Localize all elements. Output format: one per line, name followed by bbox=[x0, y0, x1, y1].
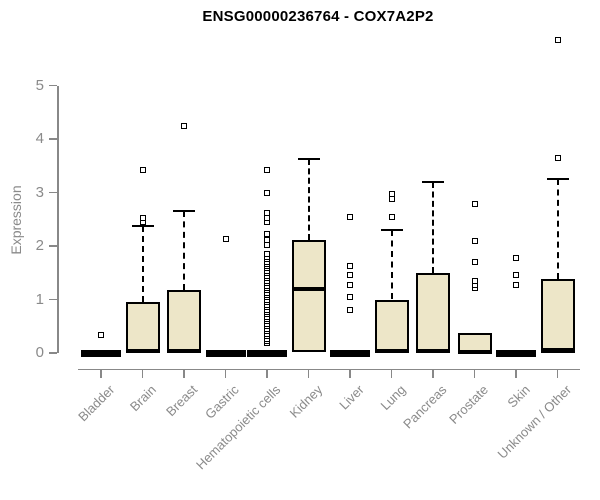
boxplot-box bbox=[540, 279, 575, 353]
outlier-point bbox=[181, 122, 187, 129]
x-tick-label-text: Lung bbox=[377, 382, 409, 414]
median-line bbox=[167, 349, 201, 354]
boxplot-box bbox=[374, 299, 409, 353]
outlier-point bbox=[471, 237, 478, 244]
x-tick-mark bbox=[515, 368, 517, 378]
median-line bbox=[540, 348, 575, 353]
y-axis-line bbox=[57, 85, 59, 353]
outlier-point bbox=[347, 272, 353, 279]
y-tick-label: 3 bbox=[35, 183, 44, 201]
outlier-point bbox=[347, 263, 353, 270]
outlier-point bbox=[347, 293, 353, 300]
boxplot-box bbox=[330, 350, 370, 358]
whisker-cap bbox=[546, 178, 569, 181]
outlier-point bbox=[347, 213, 353, 220]
whisker-line bbox=[390, 229, 393, 300]
outlier-point bbox=[513, 254, 519, 261]
outlier-point bbox=[513, 282, 519, 289]
y-tick-mark bbox=[49, 84, 57, 87]
y-tick-label: 1 bbox=[35, 290, 44, 308]
outlier-point bbox=[513, 272, 519, 279]
outlier-point bbox=[471, 201, 478, 208]
median-line bbox=[125, 349, 160, 354]
x-tick-label-text: Pancreas bbox=[400, 382, 450, 432]
x-tick-mark bbox=[100, 368, 102, 378]
outlier-point bbox=[388, 191, 395, 198]
x-tick-label-text: Kidney bbox=[286, 382, 326, 421]
outlier-point bbox=[264, 189, 270, 196]
y-tick-label: 0 bbox=[35, 344, 44, 361]
whisker-line bbox=[141, 226, 144, 303]
outlier-point bbox=[264, 241, 270, 248]
outlier-point bbox=[388, 213, 395, 220]
y-axis-title: Expression bbox=[8, 185, 24, 255]
x-tick-mark bbox=[224, 368, 227, 378]
x-tick-mark bbox=[432, 368, 434, 378]
y-tick-label: 4 bbox=[35, 130, 44, 147]
x-tick-label-text: Prostate bbox=[446, 382, 492, 427]
x-tick-label-text: Gastric bbox=[202, 382, 243, 422]
boxplot-box bbox=[81, 350, 121, 358]
x-tick-label-text: Breast bbox=[163, 382, 201, 420]
whisker-cap bbox=[297, 158, 320, 161]
outlier-point bbox=[347, 282, 353, 289]
y-tick-label: 5 bbox=[35, 76, 44, 94]
x-tick-mark bbox=[141, 368, 144, 378]
whisker-cap bbox=[422, 180, 444, 183]
outlier-point bbox=[554, 37, 561, 44]
outlier-point bbox=[264, 231, 270, 238]
y-tick-mark bbox=[49, 191, 57, 194]
outlier-point bbox=[139, 214, 146, 221]
boxplot-box bbox=[125, 302, 160, 353]
outlier-point bbox=[554, 154, 561, 161]
outlier-point bbox=[222, 236, 229, 243]
whisker-line bbox=[307, 159, 310, 240]
outlier-point bbox=[471, 277, 478, 284]
median-line bbox=[291, 286, 326, 291]
outlier-point bbox=[347, 307, 353, 314]
y-tick-label: 2 bbox=[35, 237, 44, 254]
x-tick-mark bbox=[266, 368, 268, 378]
x-tick-label-text: Bladder bbox=[75, 382, 118, 425]
whisker-line bbox=[183, 211, 185, 290]
whisker-cap bbox=[380, 228, 403, 231]
x-tick-label-text: Liver bbox=[336, 382, 367, 413]
whisker-line bbox=[432, 181, 434, 273]
x-tick-label-text: Unknown / Other bbox=[494, 382, 575, 462]
x-tick-mark bbox=[349, 368, 351, 378]
x-tick-label-text: Skin bbox=[504, 382, 533, 411]
boxplot-box bbox=[291, 239, 326, 352]
whisker-cap bbox=[173, 210, 195, 213]
x-tick-label-text: Brain bbox=[127, 382, 160, 415]
boxplot-box bbox=[496, 350, 536, 358]
outlier-point bbox=[98, 332, 104, 339]
outlier-point bbox=[264, 236, 270, 243]
x-tick-mark bbox=[390, 368, 393, 378]
whisker-cap bbox=[131, 225, 154, 228]
y-tick-mark bbox=[49, 352, 57, 354]
median-line bbox=[416, 348, 450, 353]
outlier-point bbox=[471, 259, 478, 266]
boxplot-box bbox=[167, 289, 201, 353]
median-line bbox=[457, 349, 492, 354]
boxplot-box bbox=[416, 272, 450, 353]
chart-title: ENSG00000236764 - COX7A2P2 bbox=[202, 8, 434, 25]
x-tick-mark bbox=[183, 368, 185, 378]
outlier-point bbox=[264, 167, 270, 174]
boxplot-box bbox=[247, 350, 287, 358]
y-tick-mark bbox=[49, 138, 57, 140]
outlier-point bbox=[264, 251, 270, 258]
x-tick-mark bbox=[556, 368, 559, 378]
boxplot-box bbox=[205, 350, 246, 358]
x-tick-mark bbox=[473, 368, 476, 378]
whisker-line bbox=[556, 179, 559, 280]
x-axis-line bbox=[78, 368, 580, 370]
x-tick-mark bbox=[307, 368, 310, 378]
outlier-point bbox=[264, 209, 270, 216]
outlier-point bbox=[139, 167, 146, 174]
y-tick-mark bbox=[49, 245, 57, 247]
median-line bbox=[374, 349, 409, 354]
y-tick-mark bbox=[49, 298, 57, 301]
